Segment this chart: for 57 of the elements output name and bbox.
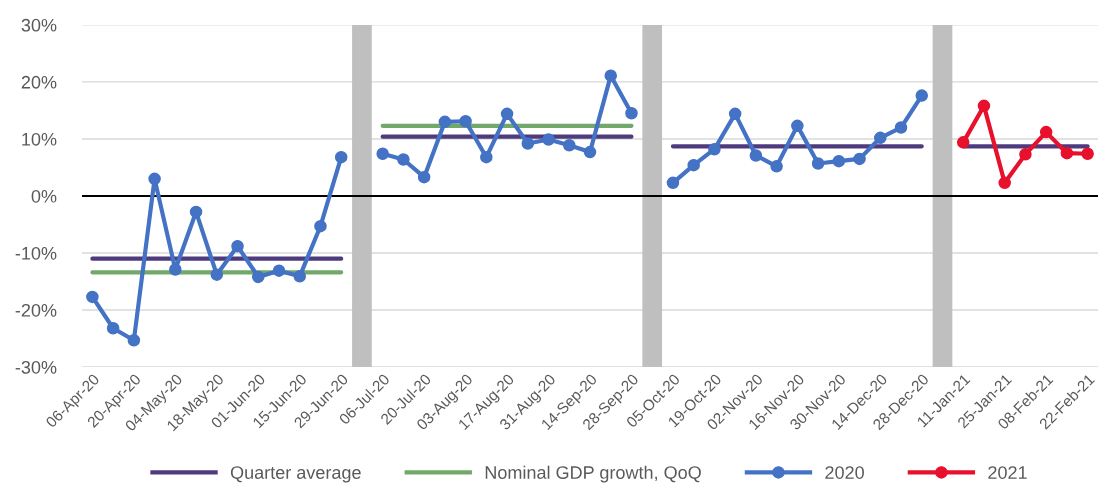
point xyxy=(106,322,120,335)
point xyxy=(127,333,141,347)
point xyxy=(728,107,742,121)
point xyxy=(293,270,306,283)
point xyxy=(604,69,617,82)
point xyxy=(915,89,929,102)
point xyxy=(770,160,783,173)
point xyxy=(1039,125,1053,139)
point xyxy=(189,205,203,219)
point xyxy=(666,176,680,190)
point xyxy=(708,142,721,156)
point xyxy=(977,99,991,113)
point xyxy=(500,107,514,121)
point xyxy=(459,115,472,128)
legend-label: 2020 xyxy=(825,466,864,479)
point xyxy=(1081,147,1094,161)
point xyxy=(521,137,535,150)
point xyxy=(749,149,763,162)
y-tick-label: 20% xyxy=(21,75,57,89)
point xyxy=(272,264,286,277)
point xyxy=(438,115,452,129)
point xyxy=(894,121,908,134)
point xyxy=(86,290,99,304)
point xyxy=(231,239,244,253)
point xyxy=(1019,148,1032,161)
point xyxy=(376,147,389,161)
point xyxy=(480,150,493,164)
legend-label: Quarter average xyxy=(230,466,361,483)
point xyxy=(252,270,265,284)
point xyxy=(687,158,700,172)
y-tick-label: -30% xyxy=(15,360,57,374)
point xyxy=(811,157,825,170)
point xyxy=(832,154,846,168)
point xyxy=(998,176,1011,190)
point xyxy=(314,219,327,233)
point xyxy=(169,263,182,276)
point xyxy=(1060,146,1074,160)
point xyxy=(334,150,348,164)
point xyxy=(853,152,866,166)
point xyxy=(397,153,410,166)
point xyxy=(583,145,597,159)
y-tick-label: 10% xyxy=(22,132,57,146)
point xyxy=(417,170,431,184)
y-tick-label: -20% xyxy=(15,303,57,317)
point xyxy=(791,119,804,133)
legend-label: 2021 xyxy=(988,466,1027,479)
y-tick-label: 0% xyxy=(31,189,57,203)
point xyxy=(148,172,161,186)
point xyxy=(874,131,887,145)
point xyxy=(210,268,224,281)
y-tick-label: 30% xyxy=(21,18,57,32)
y-tick-label: -10% xyxy=(15,246,57,260)
legend-label: Nominal GDP growth, QoQ xyxy=(485,465,701,483)
point xyxy=(542,133,555,146)
point xyxy=(563,138,576,152)
point xyxy=(956,136,970,149)
point xyxy=(625,107,638,120)
